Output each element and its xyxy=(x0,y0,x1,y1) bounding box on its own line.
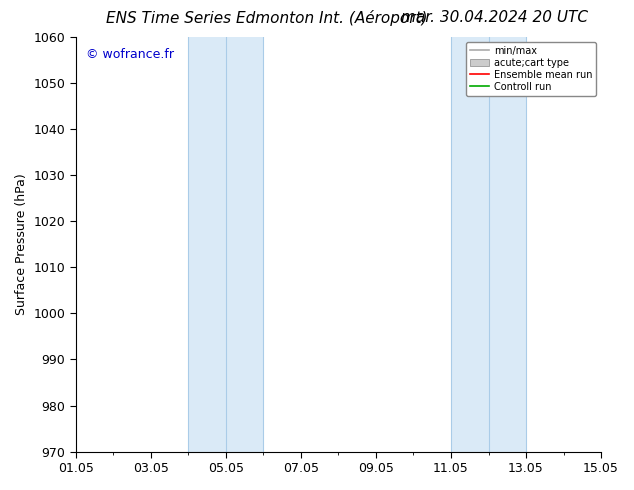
Text: © wofrance.fr: © wofrance.fr xyxy=(86,48,174,60)
Y-axis label: Surface Pressure (hPa): Surface Pressure (hPa) xyxy=(15,173,28,315)
Bar xyxy=(451,37,489,452)
Text: mar. 30.04.2024 20 UTC: mar. 30.04.2024 20 UTC xyxy=(401,10,588,25)
Legend: min/max, acute;cart type, Ensemble mean run, Controll run: min/max, acute;cart type, Ensemble mean … xyxy=(465,42,596,96)
Bar xyxy=(226,37,263,452)
Bar xyxy=(489,37,526,452)
Bar xyxy=(188,37,226,452)
Text: ENS Time Series Edmonton Int. (Aéroport): ENS Time Series Edmonton Int. (Aéroport) xyxy=(105,10,427,26)
